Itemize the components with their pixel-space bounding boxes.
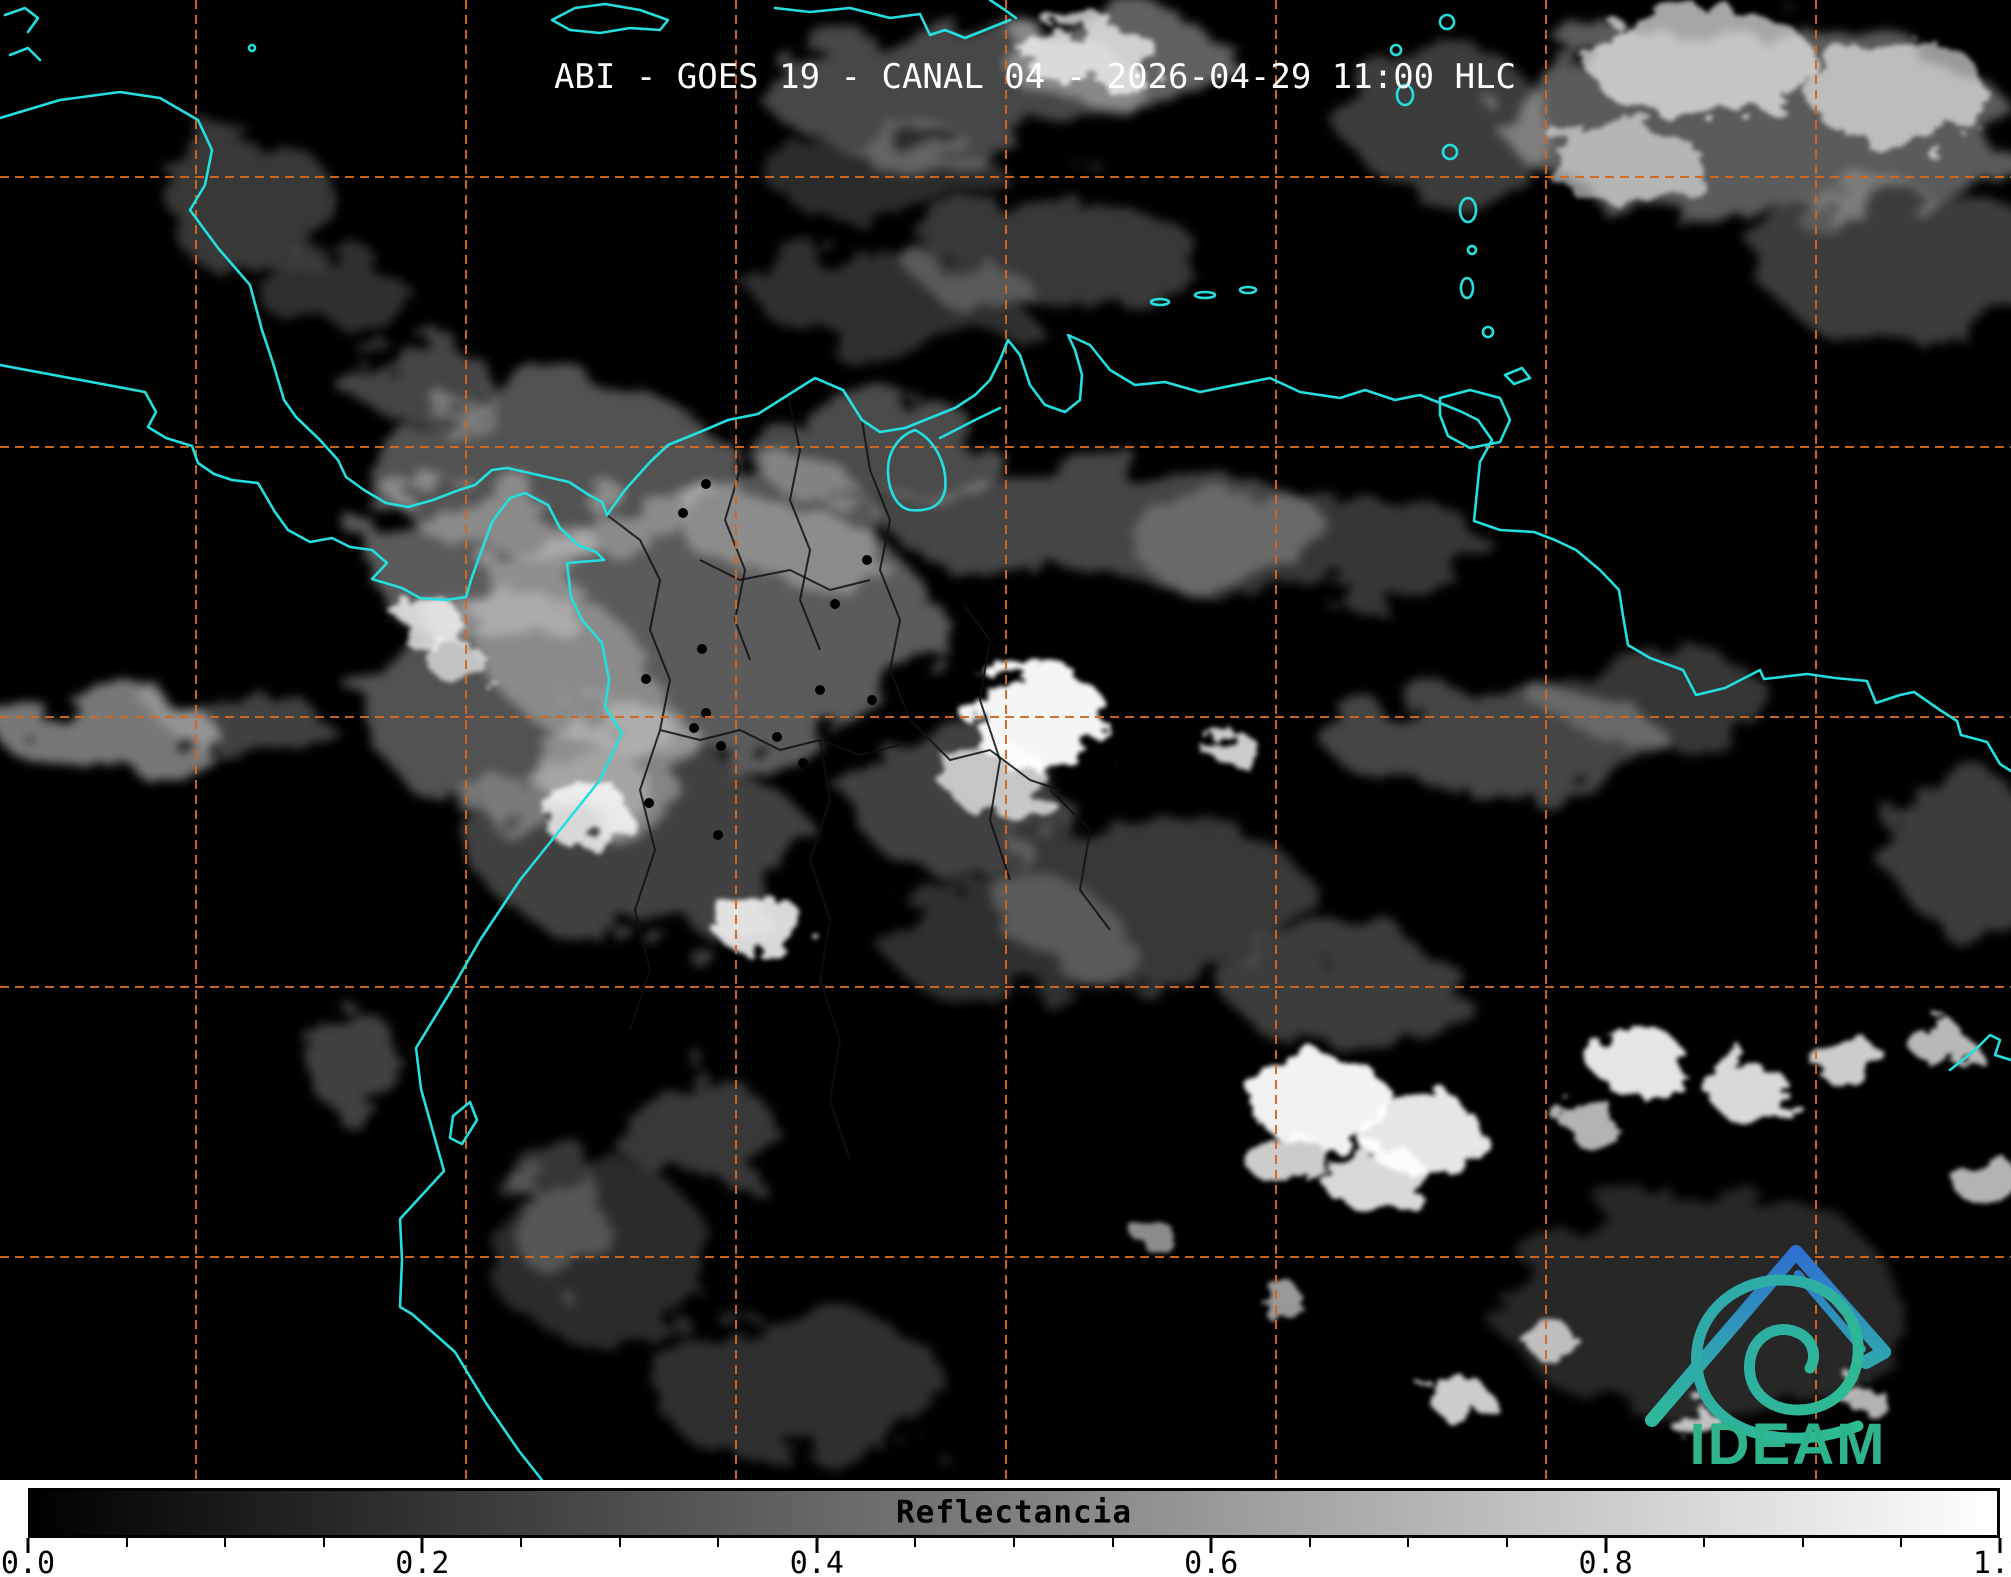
colorbar-major-tick xyxy=(420,1538,424,1553)
cloud-layer-bright xyxy=(395,7,2011,1442)
colorbar-minor-tick xyxy=(1801,1538,1804,1547)
colorbar-minor-tick xyxy=(520,1538,522,1547)
colorbar-label: Reflectancia xyxy=(896,1494,1132,1531)
colorbar-minor-tick xyxy=(1013,1538,1015,1547)
map-title: ABI - GOES 19 - CANAL 04 - 2026-04-29 11… xyxy=(554,57,1516,97)
colorbar-minor-tick xyxy=(125,1538,128,1547)
colorbar-minor-tick xyxy=(1407,1538,1410,1547)
colorbar-minor-tick xyxy=(1506,1538,1508,1547)
colorbar-major-tick xyxy=(815,1538,819,1553)
colorbar-minor-tick xyxy=(1308,1538,1311,1547)
logo-spiral-icon xyxy=(1691,1274,1864,1444)
colorbar-major-tick xyxy=(1209,1538,1213,1553)
colorbar-minor-tick xyxy=(1900,1538,1903,1547)
colorbar-minor-tick xyxy=(717,1538,720,1547)
colorbar-tick-label: 0.8 xyxy=(1578,1546,1633,1577)
colorbar-tick-label: 0.2 xyxy=(395,1546,450,1577)
colorbar-tick-label: 0.6 xyxy=(1184,1546,1239,1577)
coastline-layer xyxy=(0,0,2011,1480)
graticule xyxy=(0,0,2011,1480)
colorbar-major-tick xyxy=(1998,1538,2002,1553)
colorbar-minor-tick xyxy=(1703,1538,1706,1547)
colorbar-major-tick xyxy=(26,1538,30,1553)
logo-text: IDEAM xyxy=(1690,1412,1887,1477)
colorbar-tick-label: 0.4 xyxy=(789,1546,844,1577)
colorbar-minor-tick xyxy=(322,1538,325,1547)
colorbar: Reflectancia xyxy=(28,1488,2000,1538)
colorbar-tick-label: 1.0 xyxy=(1972,1546,2011,1577)
colorbar-minor-tick xyxy=(618,1538,621,1547)
ideam-logo: IDEAM xyxy=(1645,1245,1891,1477)
station-dots-layer xyxy=(641,479,965,840)
colorbar-minor-tick xyxy=(914,1538,917,1547)
colorbar-major-tick xyxy=(1604,1538,1608,1553)
colorbar-minor-tick xyxy=(1111,1538,1114,1547)
colorbar-area: Reflectancia 0.0 0.2 0.4 0.6 0.8 1.0 xyxy=(0,1480,2011,1577)
satellite-map: ABI - GOES 19 - CANAL 04 - 2026-04-29 11… xyxy=(0,0,2011,1480)
colorbar-tick-label: 0.0 xyxy=(0,1546,56,1577)
colorbar-minor-tick xyxy=(224,1538,227,1547)
